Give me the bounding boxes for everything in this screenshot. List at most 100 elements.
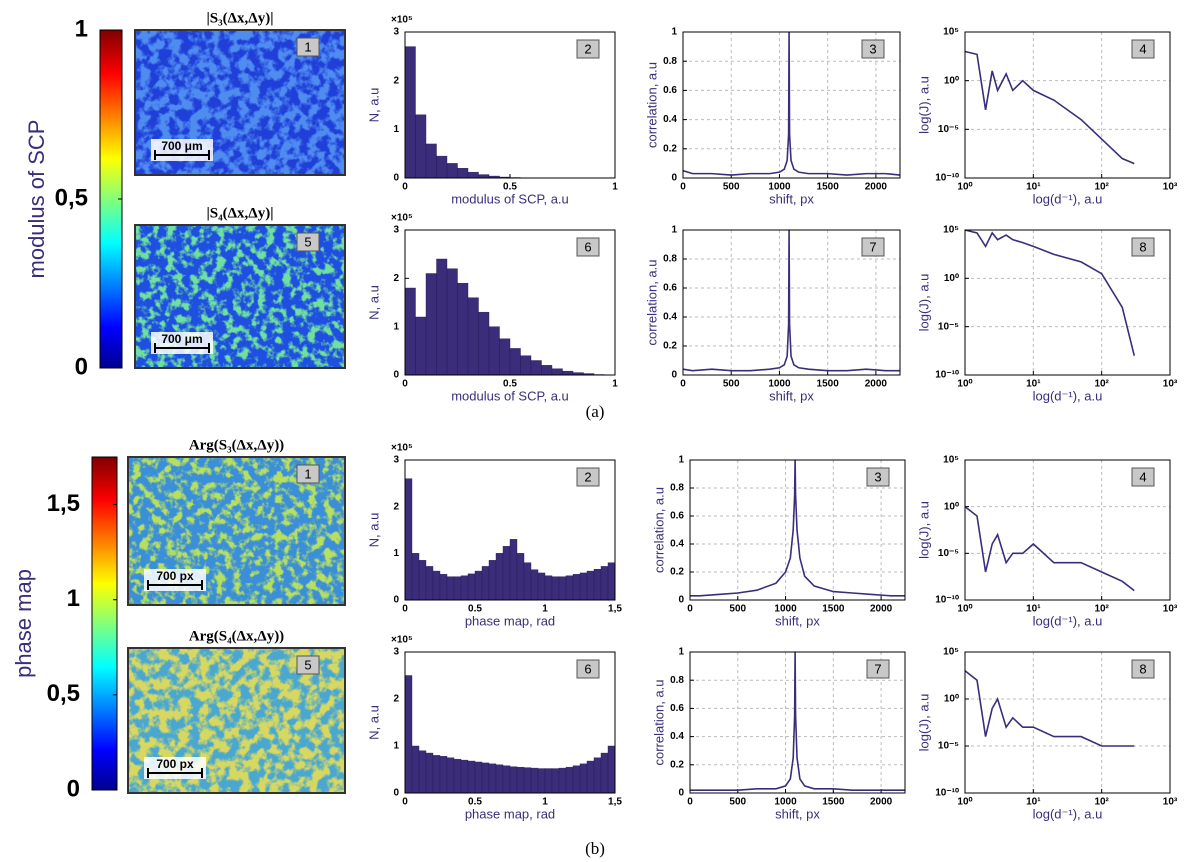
bar — [415, 316, 427, 376]
image-frame — [127, 456, 346, 606]
panel-number: 6 — [584, 239, 591, 254]
y-tick-label: 1 — [678, 647, 684, 658]
x-tick-label: 1000 — [768, 182, 791, 193]
x-tick-label: 0 — [687, 604, 693, 615]
bar — [411, 745, 420, 794]
bar — [457, 282, 469, 376]
bar — [502, 546, 511, 601]
y-axis-label: correlation, a.u — [644, 62, 659, 148]
x-axis-label: log(d⁻¹), a.u — [1033, 613, 1103, 628]
bar — [544, 768, 553, 794]
bar — [551, 368, 563, 376]
bar — [530, 360, 542, 376]
scale-bar-label: 700 μm — [161, 332, 202, 346]
bar — [404, 46, 416, 179]
bar — [502, 765, 511, 794]
panel-number: 4 — [1139, 41, 1146, 56]
line — [964, 229, 1136, 356]
scale-bar-label: 700 px — [156, 569, 194, 583]
y-tick-label: 10⁰ — [944, 694, 959, 705]
y-tick-label: 2 — [393, 75, 399, 86]
bar — [495, 764, 504, 794]
y-tick-label: 10⁻⁵ — [938, 124, 959, 135]
x-tick-label: 0 — [402, 797, 408, 808]
y-tick-label: 0 — [678, 788, 684, 799]
y-tick-label: 10⁻⁵ — [938, 548, 959, 559]
y-tick-label: 3 — [393, 27, 399, 38]
colorbar-tick-label: 1 — [67, 585, 80, 612]
bar — [593, 757, 602, 794]
bar — [453, 576, 462, 601]
bar — [478, 311, 490, 376]
bar — [607, 562, 616, 601]
bar — [474, 570, 483, 601]
y-tick-label: 10⁰ — [944, 501, 959, 512]
y-tick-label: 1 — [393, 741, 399, 752]
x-axis-label: modulus of SCP, a.u — [451, 191, 569, 206]
bar — [481, 566, 490, 601]
scale-bar-label: 700 μm — [161, 139, 202, 153]
x-axis-label: phase map, rad — [465, 806, 555, 821]
line — [964, 670, 1135, 747]
bar — [509, 348, 521, 376]
y-axis-label: correlation, a.u — [651, 680, 666, 766]
plot-frame — [964, 459, 1171, 601]
y-tick-label: 0.2 — [663, 143, 677, 154]
x-tick-label: 10⁰ — [957, 379, 972, 390]
axis-multiplier: ×10⁵ — [391, 213, 413, 224]
bar — [436, 258, 448, 376]
y-axis-label: log(J), a.u — [916, 274, 931, 332]
bar — [565, 766, 574, 794]
bar — [488, 326, 500, 376]
y-tick-label: 1 — [393, 124, 399, 135]
colorbar-label: modulus of SCP — [24, 120, 49, 279]
bar — [530, 767, 539, 794]
y-tick-label: 1 — [393, 321, 399, 332]
y-tick-label: 0 — [393, 788, 399, 799]
bar — [562, 370, 574, 376]
bar — [425, 752, 434, 794]
bar — [425, 143, 437, 179]
bar — [516, 766, 525, 794]
panel-number-box — [1131, 237, 1155, 257]
bar — [600, 566, 609, 601]
x-tick-label: 1000 — [768, 379, 791, 390]
bar — [495, 553, 504, 601]
x-tick-label: 500 — [723, 182, 740, 193]
bar — [439, 756, 448, 794]
y-tick-label: 0.8 — [670, 483, 684, 494]
colorbar-tick-label: 0 — [67, 775, 80, 802]
plot-frame — [689, 459, 906, 601]
y-tick-label: 10⁻⁵ — [938, 321, 959, 332]
panel-number-box — [1131, 39, 1155, 59]
bar — [467, 573, 476, 601]
image-frame — [134, 29, 346, 176]
x-tick-label: 0.5 — [468, 797, 482, 808]
bar — [481, 762, 490, 794]
bar — [432, 570, 441, 601]
y-tick-label: 0 — [393, 173, 399, 184]
plot-frame — [682, 31, 901, 179]
bar — [436, 155, 448, 179]
x-tick-label: 1000 — [774, 797, 797, 808]
axis-multiplier: ×10⁵ — [391, 443, 413, 454]
x-tick-label: 1500 — [817, 182, 840, 193]
x-tick-label: 10⁰ — [957, 797, 972, 808]
colorbar-tick-label: 0,5 — [47, 680, 80, 707]
bar — [488, 560, 497, 601]
x-tick-label: 1 — [612, 379, 618, 390]
image-frame — [134, 224, 346, 369]
y-tick-label: 10⁰ — [944, 75, 959, 86]
image-title: |S₃(Δx,Δy)| — [207, 10, 274, 26]
bar — [551, 768, 560, 794]
panel-number: 1 — [304, 39, 311, 54]
bar — [460, 575, 469, 601]
panel-number: 2 — [584, 469, 591, 484]
y-tick-label: 1 — [678, 455, 684, 466]
y-axis-label: N, a.u — [366, 513, 381, 548]
y-tick-label: 2 — [393, 694, 399, 705]
y-tick-label: 0.2 — [663, 341, 677, 352]
panel-number-box — [296, 464, 320, 484]
bar — [478, 174, 490, 179]
bar — [404, 478, 413, 601]
